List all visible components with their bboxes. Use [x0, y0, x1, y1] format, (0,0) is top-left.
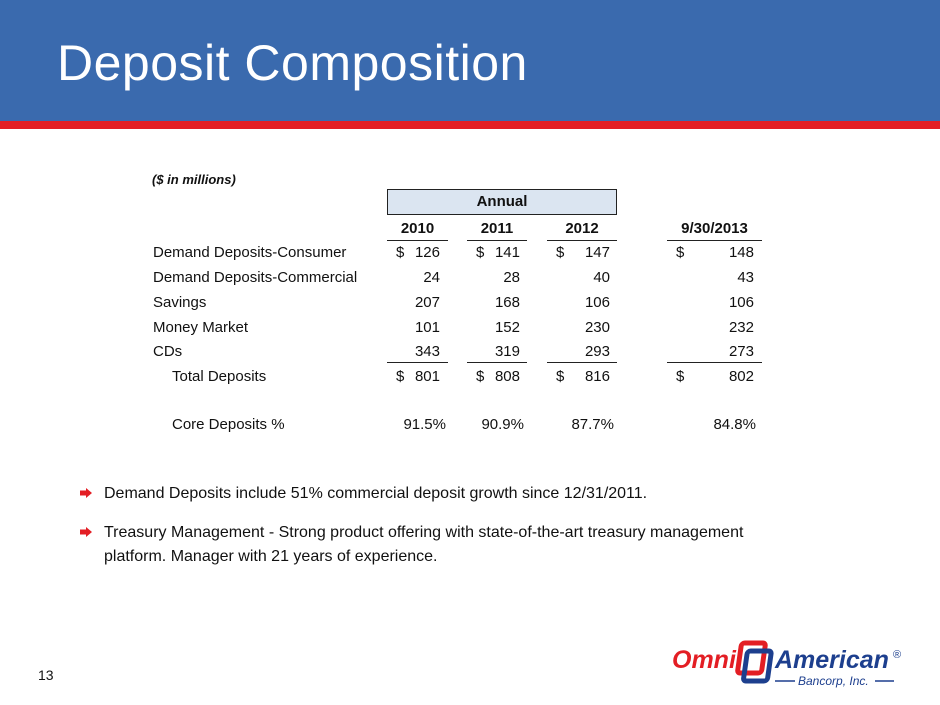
arrow-bullet-icon — [80, 527, 92, 537]
cell-value: 343 — [414, 343, 440, 360]
column-header-2013: 9/30/2013 — [681, 220, 748, 237]
cell-value: 24 — [423, 269, 440, 286]
header-underline — [667, 240, 762, 241]
row-label-savings: Savings — [153, 294, 207, 311]
logo-text-bancorp: Bancorp, Inc. — [798, 674, 869, 688]
page-number: 13 — [38, 667, 54, 683]
currency-symbol: $ — [556, 244, 565, 261]
cell-value: 101 — [414, 319, 440, 336]
currency-symbol: $ — [396, 244, 405, 261]
cell-value: 43 — [737, 269, 754, 286]
cell-value: 801 — [414, 368, 440, 385]
currency-symbol: $ — [396, 368, 405, 385]
cell-value: 106 — [728, 294, 754, 311]
currency-symbol: $ — [676, 368, 685, 385]
cell-value: 293 — [584, 343, 610, 360]
omniamerican-logo: Omni American ® Bancorp, Inc. — [672, 640, 901, 688]
row-label-core-deposits: Core Deposits % — [172, 416, 285, 433]
registered-mark: ® — [893, 649, 901, 661]
annual-group-header: Annual — [387, 189, 617, 215]
row-label-total-deposits: Total Deposits — [172, 368, 267, 385]
cell-value: 91.5% — [403, 416, 446, 433]
cell-value: 147 — [584, 244, 610, 261]
cell-value: 40 — [593, 269, 610, 286]
arrow-bullet-icon — [80, 488, 92, 498]
cell-value: 87.7% — [571, 416, 614, 433]
header-band — [0, 0, 940, 121]
subtotal-underline — [467, 362, 527, 363]
row-label-demand-consumer: Demand Deposits-Consumer — [153, 244, 347, 261]
cell-value: 168 — [494, 294, 520, 311]
bullet-text: Treasury Management - Strong product off… — [104, 524, 744, 565]
cell-value: 816 — [584, 368, 610, 385]
subtotal-underline — [547, 362, 617, 363]
cell-value: 90.9% — [481, 416, 524, 433]
cell-value: 84.8% — [713, 416, 756, 433]
currency-symbol: $ — [476, 368, 485, 385]
logo-text-american: American — [774, 646, 889, 674]
subtotal-underline — [667, 362, 762, 363]
cell-value: 319 — [494, 343, 520, 360]
cell-value: 207 — [414, 294, 440, 311]
column-header-2011: 2011 — [480, 220, 514, 237]
cell-value: 141 — [494, 244, 520, 261]
units-note: ($ in millions) — [152, 172, 236, 187]
cell-value: 28 — [503, 269, 520, 286]
row-label-cds: CDs — [153, 343, 183, 360]
row-label-money-market: Money Market — [153, 319, 249, 336]
cell-value: 273 — [728, 343, 754, 360]
cell-value: 148 — [728, 244, 754, 261]
header-underline — [547, 240, 617, 241]
currency-symbol: $ — [556, 368, 565, 385]
cell-value: 106 — [584, 294, 610, 311]
header-underline — [467, 240, 527, 241]
cell-value: 802 — [728, 368, 754, 385]
row-label-demand-commercial: Demand Deposits-Commercial — [153, 269, 358, 286]
header-accent-stripe — [0, 121, 940, 129]
column-header-2010: 2010 — [400, 220, 435, 237]
currency-symbol: $ — [676, 244, 685, 261]
subtotal-underline — [387, 362, 448, 363]
cell-value: 808 — [494, 368, 520, 385]
logo-mark-icon — [735, 640, 774, 684]
cell-value: 230 — [584, 319, 610, 336]
cell-value: 126 — [414, 244, 440, 261]
header-underline — [387, 240, 448, 241]
cell-value: 152 — [494, 319, 520, 336]
column-header-2012: 2012 — [565, 220, 599, 237]
slide-title: Deposit Composition — [57, 35, 528, 91]
logo-text-omni: Omni — [672, 646, 737, 674]
cell-value: 232 — [728, 319, 754, 336]
bullet-text: Demand Deposits include 51% commercial d… — [104, 485, 648, 502]
currency-symbol: $ — [476, 244, 485, 261]
